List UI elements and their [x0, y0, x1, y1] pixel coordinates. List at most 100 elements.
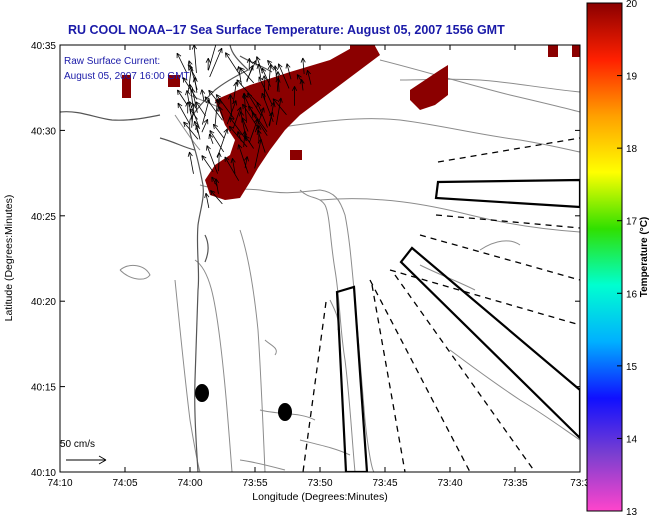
current-arrow [232, 81, 239, 103]
survey-boxes [335, 178, 580, 472]
current-arrow [187, 151, 194, 174]
colorbar-tick-label: 18 [626, 144, 638, 155]
current-arrow [212, 123, 225, 139]
current-arrow [182, 77, 198, 100]
current-arrow [296, 74, 304, 84]
current-arrow [275, 71, 281, 93]
x-tick-label: 74:05 [112, 478, 137, 489]
survey-box-east [434, 178, 580, 209]
current-arrow [224, 156, 240, 181]
x-tick-label: 73:50 [307, 478, 332, 489]
current-arrow [211, 176, 218, 187]
current-arrow [267, 64, 273, 91]
current-arrow [256, 63, 262, 78]
current-arrow [206, 145, 218, 174]
current-arrow [209, 47, 223, 78]
current-arrow [189, 108, 198, 120]
sst-patch-small [168, 75, 180, 87]
current-arrow [285, 63, 292, 80]
current-arrow [251, 112, 268, 136]
current-arrow [216, 152, 222, 172]
current-arrow [291, 86, 298, 106]
x-axis-ticks: 74:10 74:05 74:00 73:55 73:50 73:45 73:40 73:35… [47, 45, 590, 489]
current-arrow [261, 92, 274, 123]
current-arrow [241, 117, 249, 132]
y-tick-label: 40:20 [31, 297, 56, 308]
chart-title: RU COOL NOAA–17 Sea Surface Temperature:… [68, 23, 505, 37]
y-axis-ticks: 40:35 40:30 40:25 40:20 40:15 40:10 [31, 41, 580, 479]
current-arrow [177, 102, 191, 125]
y-tick-label: 40:30 [31, 126, 56, 137]
colorbar-ticks: 20 19 18 17 16 15 14 13 [617, 0, 638, 518]
current-arrow [268, 111, 274, 126]
current-arrow [239, 67, 255, 84]
current-arrow [193, 120, 199, 133]
sst-patch-ne-1 [548, 45, 558, 57]
marker-west [195, 384, 209, 402]
survey-box-south [335, 285, 369, 472]
current-arrow [249, 118, 259, 143]
current-arrow [261, 67, 271, 87]
colorbar-tick-label: 15 [626, 362, 638, 373]
current-arrow [300, 57, 306, 75]
current-arrow [195, 101, 206, 117]
scale-bar-label: 50 cm/s [60, 439, 95, 450]
current-arrow [242, 103, 260, 130]
colorbar-tick-label: 20 [626, 0, 638, 10]
current-arrow [210, 190, 223, 205]
x-tick-label: 74:10 [47, 478, 72, 489]
current-arrow [275, 97, 283, 125]
current-arrow [218, 106, 225, 120]
colorbar-tick-label: 19 [626, 72, 638, 83]
current-arrow [243, 93, 253, 114]
current-arrow [277, 63, 290, 89]
sst-patch-west [122, 75, 131, 98]
colorbar-tick-label: 13 [626, 507, 638, 518]
dashed-boundaries [302, 137, 580, 472]
current-info-line2: August 05, 2007 16:00 GMT [64, 71, 190, 82]
current-arrow [232, 106, 242, 129]
current-arrow [208, 45, 217, 71]
x-tick-label: 73:40 [437, 478, 462, 489]
current-arrow [237, 144, 249, 174]
current-arrow [187, 60, 198, 90]
sst-patch-mid [290, 150, 302, 160]
marker-east [278, 403, 292, 421]
current-arrow [188, 101, 200, 128]
colorbar [586, 2, 623, 512]
colorbar-label: Temperature (°C) [639, 217, 650, 298]
x-tick-label: 73:35 [502, 478, 527, 489]
current-arrow [246, 58, 252, 71]
current-info-line1: Raw Surface Current: [64, 56, 160, 67]
scale-arrow [66, 455, 107, 465]
y-tick-label: 40:25 [31, 212, 56, 223]
x-tick-label: 73:3 [570, 478, 590, 489]
current-arrow [256, 125, 262, 144]
x-tick-label: 73:55 [242, 478, 267, 489]
current-arrow [226, 100, 237, 125]
current-arrow [201, 98, 211, 125]
sst-patches [122, 45, 580, 200]
sst-patch-ne-2 [572, 45, 580, 57]
current-arrow [177, 89, 188, 105]
current-arrow [258, 76, 273, 105]
y-tick-label: 40:10 [31, 468, 56, 479]
colorbar-tick-label: 14 [626, 434, 638, 445]
y-tick-label: 40:15 [31, 383, 56, 394]
map-area [60, 45, 580, 472]
y-tick-label: 40:35 [31, 41, 56, 52]
current-arrow [209, 130, 225, 153]
current-arrow [256, 129, 266, 153]
current-arrow [204, 192, 210, 209]
current-arrow [200, 89, 206, 102]
current-arrow [225, 52, 240, 75]
current-arrow [201, 118, 209, 133]
current-arrow [176, 52, 188, 74]
current-arrow [236, 79, 259, 104]
current-arrow [183, 121, 199, 140]
colorbar-tick-label: 17 [626, 217, 638, 228]
current-arrow [275, 77, 281, 92]
colorbar-tick-label: 16 [626, 289, 638, 300]
current-arrow [243, 156, 249, 169]
